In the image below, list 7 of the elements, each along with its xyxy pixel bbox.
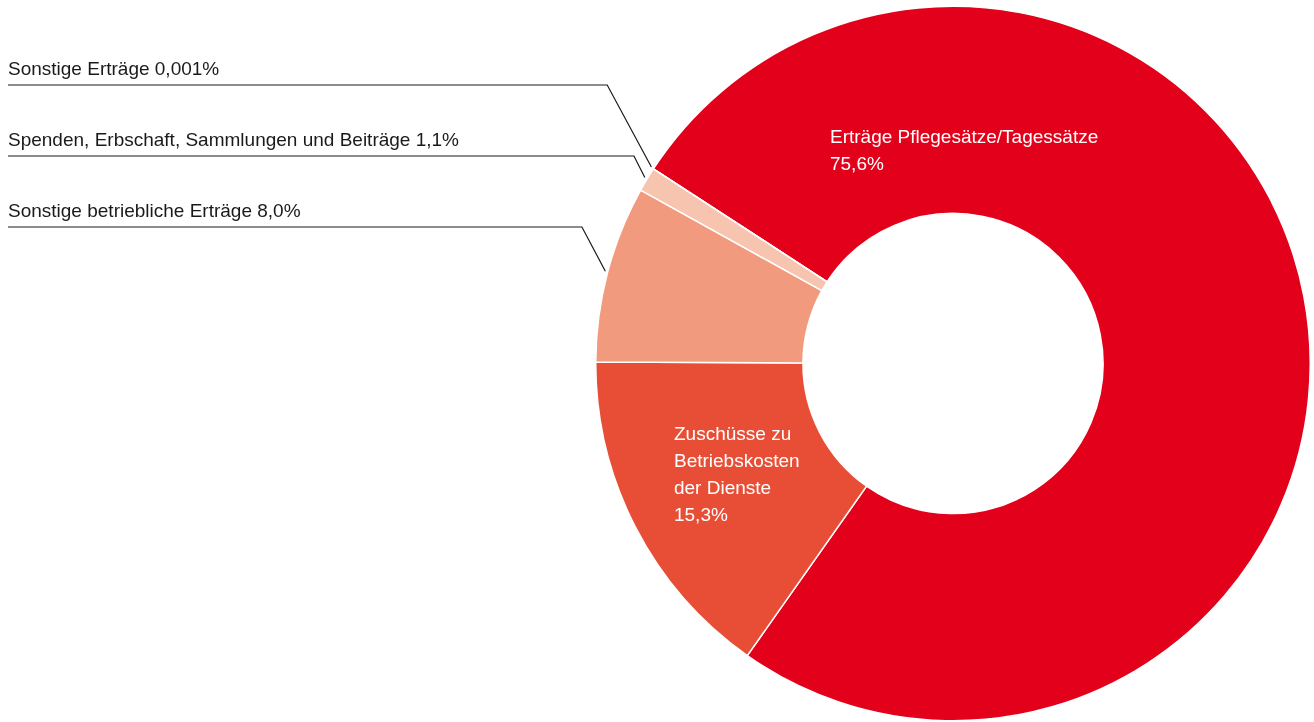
data-label: 15,3% [673,503,728,525]
slice-label: Spenden, Erbschaft, Sammlungen und Beiträge 1,1% [8,129,460,151]
slice-label: Sonstige betriebliche Erträge 8,0% [8,200,301,222]
slice-label: Sonstige Erträge 0,001% [8,58,220,80]
data-label: 75,6% [829,153,884,175]
slice-label: Zuschüsse zu Betriebskosten der Dienste [673,422,800,498]
slice-label: Erträge Pflegesätze/Tagessätze [829,126,1099,148]
